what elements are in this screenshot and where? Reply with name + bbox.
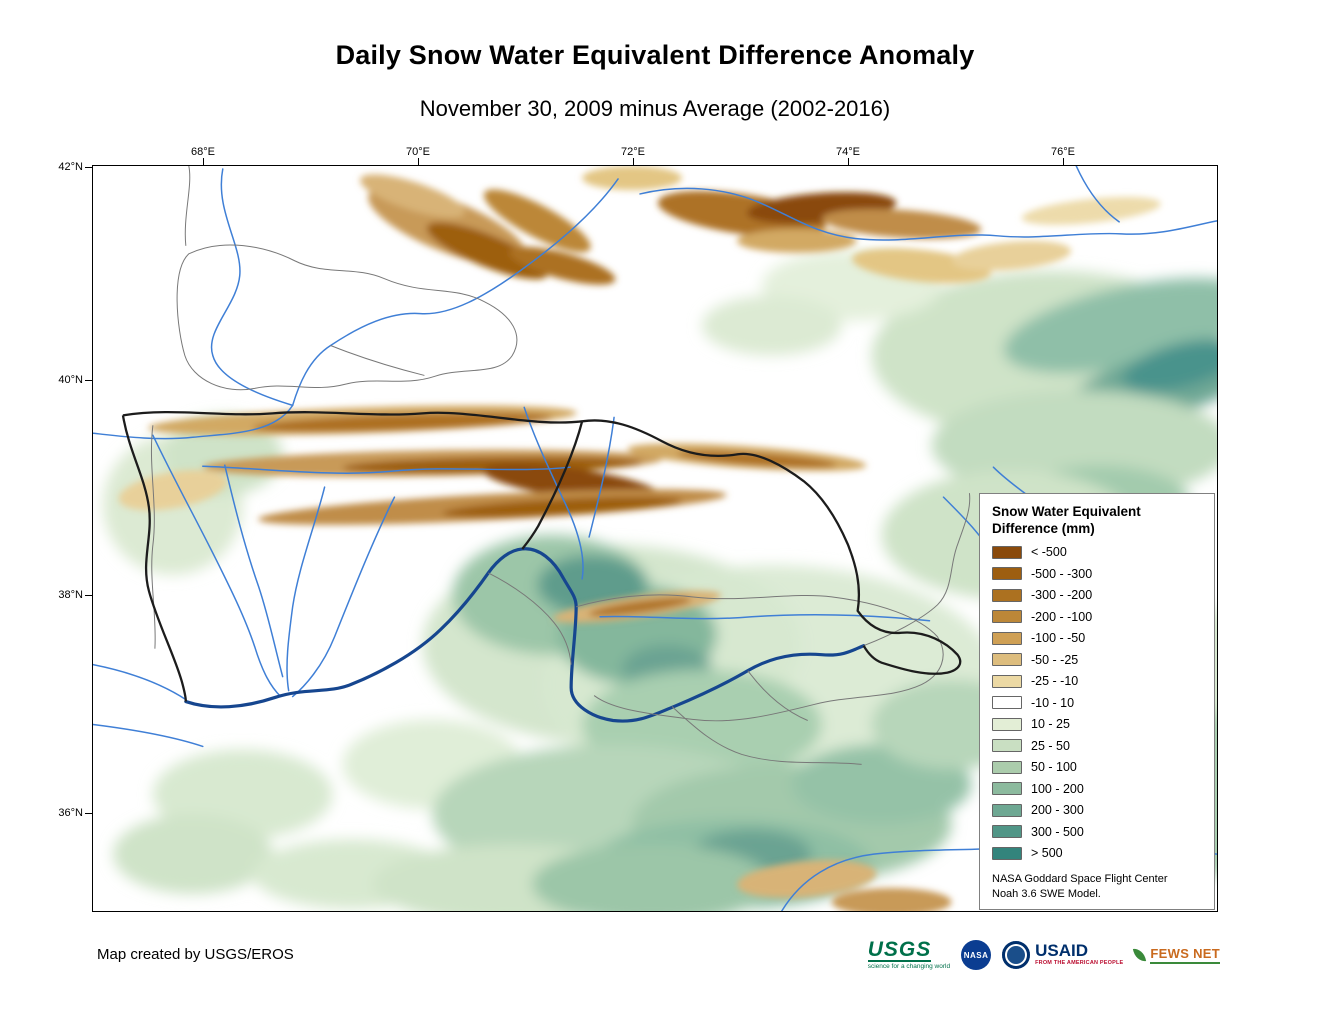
page-title: Daily Snow Water Equivalent Difference A…	[335, 40, 975, 70]
tick-mark	[203, 158, 204, 165]
legend-item-label: -50 - -25	[1031, 652, 1079, 667]
x-tick-label-76e: 76°E	[1051, 146, 1075, 158]
legend-item-label: < -500	[1031, 545, 1067, 560]
main-river	[184, 547, 866, 723]
legend-item: -500 - -300	[992, 567, 1202, 581]
legend-swatch	[992, 739, 1022, 753]
partner-logos: USGS science for a changing world NASA U…	[867, 934, 1220, 976]
y-tick-label-38n: 38°N	[58, 589, 83, 601]
legend-item: -300 - -200	[992, 588, 1202, 602]
x-tick-label-72e: 72°E	[621, 146, 645, 158]
legend-item: 300 - 500	[992, 825, 1202, 839]
legend-panel: Snow Water Equivalent Difference (mm) < …	[979, 493, 1215, 910]
legend-swatch	[992, 653, 1022, 667]
legend-swatch	[992, 782, 1022, 796]
legend-item: 10 - 25	[992, 717, 1202, 731]
fewsnet-logo-text: FEWS NET	[1150, 946, 1220, 964]
fewsnet-logo: FEWS NET	[1133, 946, 1220, 964]
x-tick-label-74e: 74°E	[836, 146, 860, 158]
tick-mark	[848, 158, 849, 165]
nasa-meatball-icon: NASA	[961, 940, 992, 970]
usgs-logo: USGS science for a changing world	[867, 937, 951, 971]
basin-boundary	[121, 410, 962, 702]
tick-mark	[85, 813, 92, 814]
legend-item: < -500	[992, 545, 1202, 559]
tick-mark	[85, 380, 92, 381]
legend-item: 200 - 300	[992, 803, 1202, 817]
tick-mark	[1063, 158, 1064, 165]
legend-item-label: > 500	[1031, 846, 1063, 861]
legend-swatch	[992, 846, 1022, 860]
tick-mark	[85, 167, 92, 168]
legend-item-label: 300 - 500	[1031, 824, 1084, 839]
leaf-icon	[1133, 947, 1147, 963]
legend-item: -100 - -50	[992, 631, 1202, 645]
x-tick-label-68e: 68°E	[191, 146, 215, 158]
legend-item: 100 - 200	[992, 782, 1202, 796]
y-tick-label-40n: 40°N	[58, 374, 83, 386]
page-subtitle: November 30, 2009 minus Average (2002-20…	[419, 96, 891, 121]
map-frame: Snow Water Equivalent Difference (mm) < …	[92, 165, 1218, 912]
legend-swatch	[992, 760, 1022, 774]
tick-mark	[633, 158, 634, 165]
usaid-logo: USAID FROM THE AMERICAN PEOPLE	[1002, 941, 1123, 969]
usgs-logo-text: USGS	[867, 937, 932, 962]
legend-item-label: 100 - 200	[1031, 781, 1084, 796]
terrain-brown-layer	[118, 166, 1161, 911]
usaid-seal-icon	[1002, 941, 1031, 969]
map-credit: Map created by USGS/EROS	[97, 946, 294, 963]
legend-item: -200 - -100	[992, 610, 1202, 624]
legend-item-label: -100 - -50	[1031, 631, 1086, 646]
legend-swatch	[992, 696, 1022, 710]
legend-item-label: -200 - -100	[1031, 609, 1093, 624]
legend-item-label: 50 - 100	[1031, 760, 1077, 775]
legend-swatch	[992, 610, 1022, 624]
legend-item: 25 - 50	[992, 739, 1202, 753]
legend-item-label: -300 - -200	[1031, 588, 1093, 603]
legend-title: Snow Water Equivalent Difference (mm)	[992, 504, 1141, 536]
usgs-logo-tagline: science for a changing world	[867, 962, 951, 970]
legend-item-label: 25 - 50	[1031, 738, 1070, 753]
tick-mark	[418, 158, 419, 165]
y-tick-label-36n: 36°N	[58, 807, 83, 819]
legend-item-label: 10 - 25	[1031, 717, 1070, 732]
legend-item-label: -10 - 10	[1031, 695, 1075, 710]
legend-swatch	[992, 803, 1022, 817]
legend-swatch	[992, 825, 1022, 839]
legend-item-label: -25 - -10	[1031, 674, 1079, 689]
legend-item-label: -500 - -300	[1031, 566, 1093, 581]
legend-swatch	[992, 717, 1022, 731]
legend-source-note: NASA Goddard Space Flight Center Noah 3.…	[992, 873, 1168, 901]
legend-swatch	[992, 567, 1022, 581]
nasa-logo: NASA	[961, 940, 992, 970]
legend-swatch	[992, 588, 1022, 602]
usaid-logo-text: USAID	[1035, 941, 1088, 961]
legend-item: -50 - -25	[992, 653, 1202, 667]
legend-item-label: 200 - 300	[1031, 803, 1084, 818]
tick-mark	[85, 595, 92, 596]
x-tick-label-70e: 70°E	[406, 146, 430, 158]
y-tick-label-42n: 42°N	[58, 161, 83, 173]
legend-item: 50 - 100	[992, 760, 1202, 774]
legend-swatch	[992, 545, 1022, 559]
legend-item: -25 - -10	[992, 674, 1202, 688]
boundaries-thin-layer	[150, 166, 971, 765]
legend-swatch	[992, 631, 1022, 645]
legend-swatch	[992, 674, 1022, 688]
legend-item: > 500	[992, 846, 1202, 860]
legend-item: -10 - 10	[992, 696, 1202, 710]
usaid-logo-tagline: FROM THE AMERICAN PEOPLE	[1035, 960, 1124, 967]
